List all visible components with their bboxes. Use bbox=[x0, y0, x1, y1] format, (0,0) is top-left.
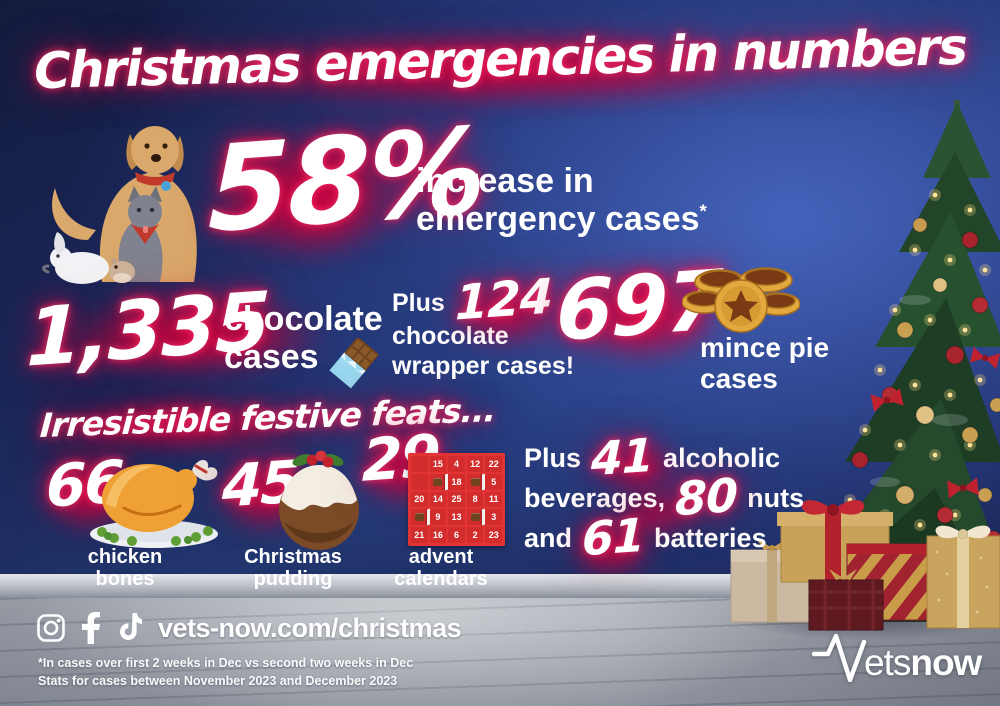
logo-text-ets: ets bbox=[864, 642, 911, 683]
advent-cell: 4 bbox=[448, 456, 465, 472]
advent-cell: 3 bbox=[485, 509, 502, 526]
stat-advent-label: advent calendars bbox=[394, 546, 488, 591]
advent-cell: 23 bbox=[485, 527, 502, 543]
stat-wrapper-prefix: Plus bbox=[392, 289, 445, 317]
stat-mincepie-label: mince pie cases bbox=[700, 332, 830, 395]
stat-increase-label: increase in emergency cases* bbox=[416, 162, 707, 238]
footnote: *In cases over first 2 weeks in Dec vs s… bbox=[38, 656, 414, 689]
stat-extras: Plus 41 alcoholic beverages, 80 nuts and… bbox=[524, 428, 805, 567]
stat-wrapper: Plus 124 chocolate wrapper cases! bbox=[392, 268, 575, 380]
advent-cell bbox=[411, 509, 430, 526]
advent-cell: 25 bbox=[448, 491, 465, 508]
advent-cell: 18 bbox=[448, 473, 465, 490]
advent-cell bbox=[466, 509, 486, 526]
advent-cell: 16 bbox=[429, 527, 447, 543]
glow-bloom bbox=[90, 22, 920, 118]
stat-wrapper-value: 124 bbox=[454, 268, 553, 332]
advent-cell bbox=[466, 473, 486, 490]
glow-bloom bbox=[32, 394, 337, 456]
footer-social-bar: vets-now.com/christmas bbox=[36, 610, 462, 646]
vetsnow-pulse-icon bbox=[812, 633, 867, 682]
advent-cell: 11 bbox=[485, 491, 502, 508]
vetsnow-logo: etsnow bbox=[812, 630, 982, 683]
advent-cell: 13 bbox=[448, 509, 465, 526]
advent-cell bbox=[411, 473, 428, 490]
gift-presents-illustration bbox=[730, 500, 1000, 631]
pets-illustration bbox=[42, 126, 197, 284]
advent-cell: 2 bbox=[466, 527, 484, 543]
advent-cell: 14 bbox=[429, 491, 447, 508]
stat-increase-line1: increase in bbox=[416, 162, 594, 200]
advent-cell: 22 bbox=[485, 456, 502, 472]
stat-alcohol-value: 41 bbox=[590, 428, 654, 487]
stat-nuts-value: 80 bbox=[674, 468, 738, 527]
chocolate-bar-icon bbox=[328, 338, 379, 389]
stat-chocolate-label: chocolate cases bbox=[224, 300, 383, 390]
glow-bloom bbox=[185, 118, 435, 283]
facebook-icon[interactable] bbox=[82, 612, 100, 644]
christmas-pudding-icon bbox=[279, 450, 359, 550]
advent-cell: 15 bbox=[429, 456, 447, 472]
footnote-asterisk: * bbox=[699, 200, 707, 222]
stat-batteries-value: 61 bbox=[581, 508, 645, 567]
stat-pudding-label: Christmas pudding bbox=[244, 546, 342, 591]
advent-cell: 12 bbox=[466, 456, 484, 472]
advent-calendar-icon: 15 4 12 22 18 5 20 14 25 8 11 9 13 3 21 16 6 2 23 bbox=[408, 453, 505, 546]
tiktok-icon[interactable] bbox=[116, 613, 142, 643]
advent-cell: 21 bbox=[411, 527, 428, 543]
advent-cell bbox=[429, 473, 449, 490]
glow-bloom bbox=[16, 282, 376, 390]
campaign-url[interactable]: vets-now.com/christmas bbox=[158, 612, 462, 643]
advent-cell: 8 bbox=[466, 491, 484, 508]
instagram-icon[interactable] bbox=[36, 613, 66, 643]
mince-pies-icon bbox=[682, 267, 800, 333]
advent-cell: 5 bbox=[485, 473, 502, 490]
advent-cell: 20 bbox=[411, 491, 428, 508]
advent-cell: 6 bbox=[448, 527, 465, 543]
advent-cell bbox=[411, 456, 428, 472]
stat-chicken-label: chicken bones bbox=[87, 546, 163, 591]
advent-cell: 9 bbox=[429, 509, 447, 526]
stat-increase-line2: emergency cases* bbox=[416, 200, 707, 239]
logo-text-now: now bbox=[910, 642, 982, 683]
roast-chicken-icon bbox=[90, 459, 218, 548]
